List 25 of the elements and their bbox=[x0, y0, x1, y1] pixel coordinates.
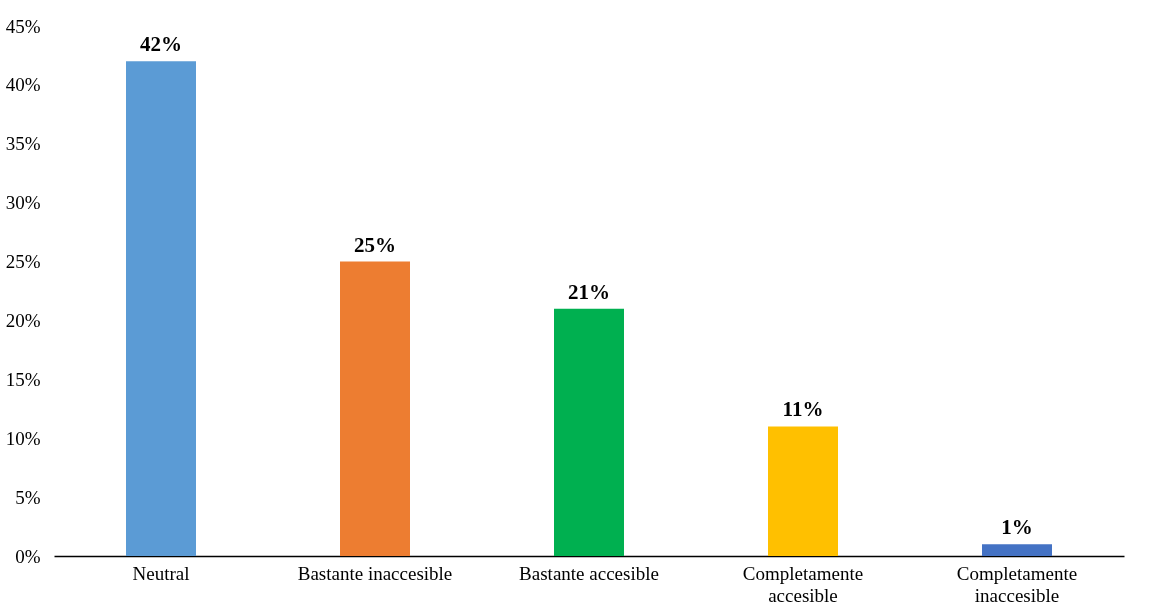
y-tick-label: 25% bbox=[5, 251, 41, 273]
bar bbox=[126, 61, 196, 556]
y-tick-label: 30% bbox=[5, 192, 41, 214]
data-label: 42% bbox=[140, 32, 182, 57]
y-tick-label: 40% bbox=[5, 74, 41, 96]
x-tick-label: Neutral bbox=[132, 562, 190, 584]
x-tick-label: Bastante inaccesible bbox=[297, 562, 453, 584]
y-tick-label: 0% bbox=[15, 545, 41, 567]
x-tick-label: Completamente inaccesible bbox=[956, 562, 1078, 606]
y-tick-label: 5% bbox=[15, 486, 41, 508]
bar bbox=[768, 426, 838, 556]
y-tick-label: 35% bbox=[5, 133, 41, 155]
y-tick-label: 45% bbox=[5, 15, 41, 37]
data-label: 1% bbox=[1001, 515, 1033, 540]
y-tick-label: 10% bbox=[5, 427, 41, 449]
data-label: 11% bbox=[782, 397, 824, 422]
y-tick-label: 15% bbox=[5, 368, 41, 390]
x-tick-label: Bastante accesible bbox=[519, 562, 659, 584]
bar bbox=[340, 261, 410, 556]
x-tick-label: Completamente accesible bbox=[742, 562, 864, 606]
data-label: 25% bbox=[354, 232, 396, 257]
data-label: 21% bbox=[568, 279, 610, 304]
bar bbox=[554, 308, 624, 556]
y-tick-label: 20% bbox=[5, 309, 41, 331]
bar bbox=[982, 544, 1052, 556]
